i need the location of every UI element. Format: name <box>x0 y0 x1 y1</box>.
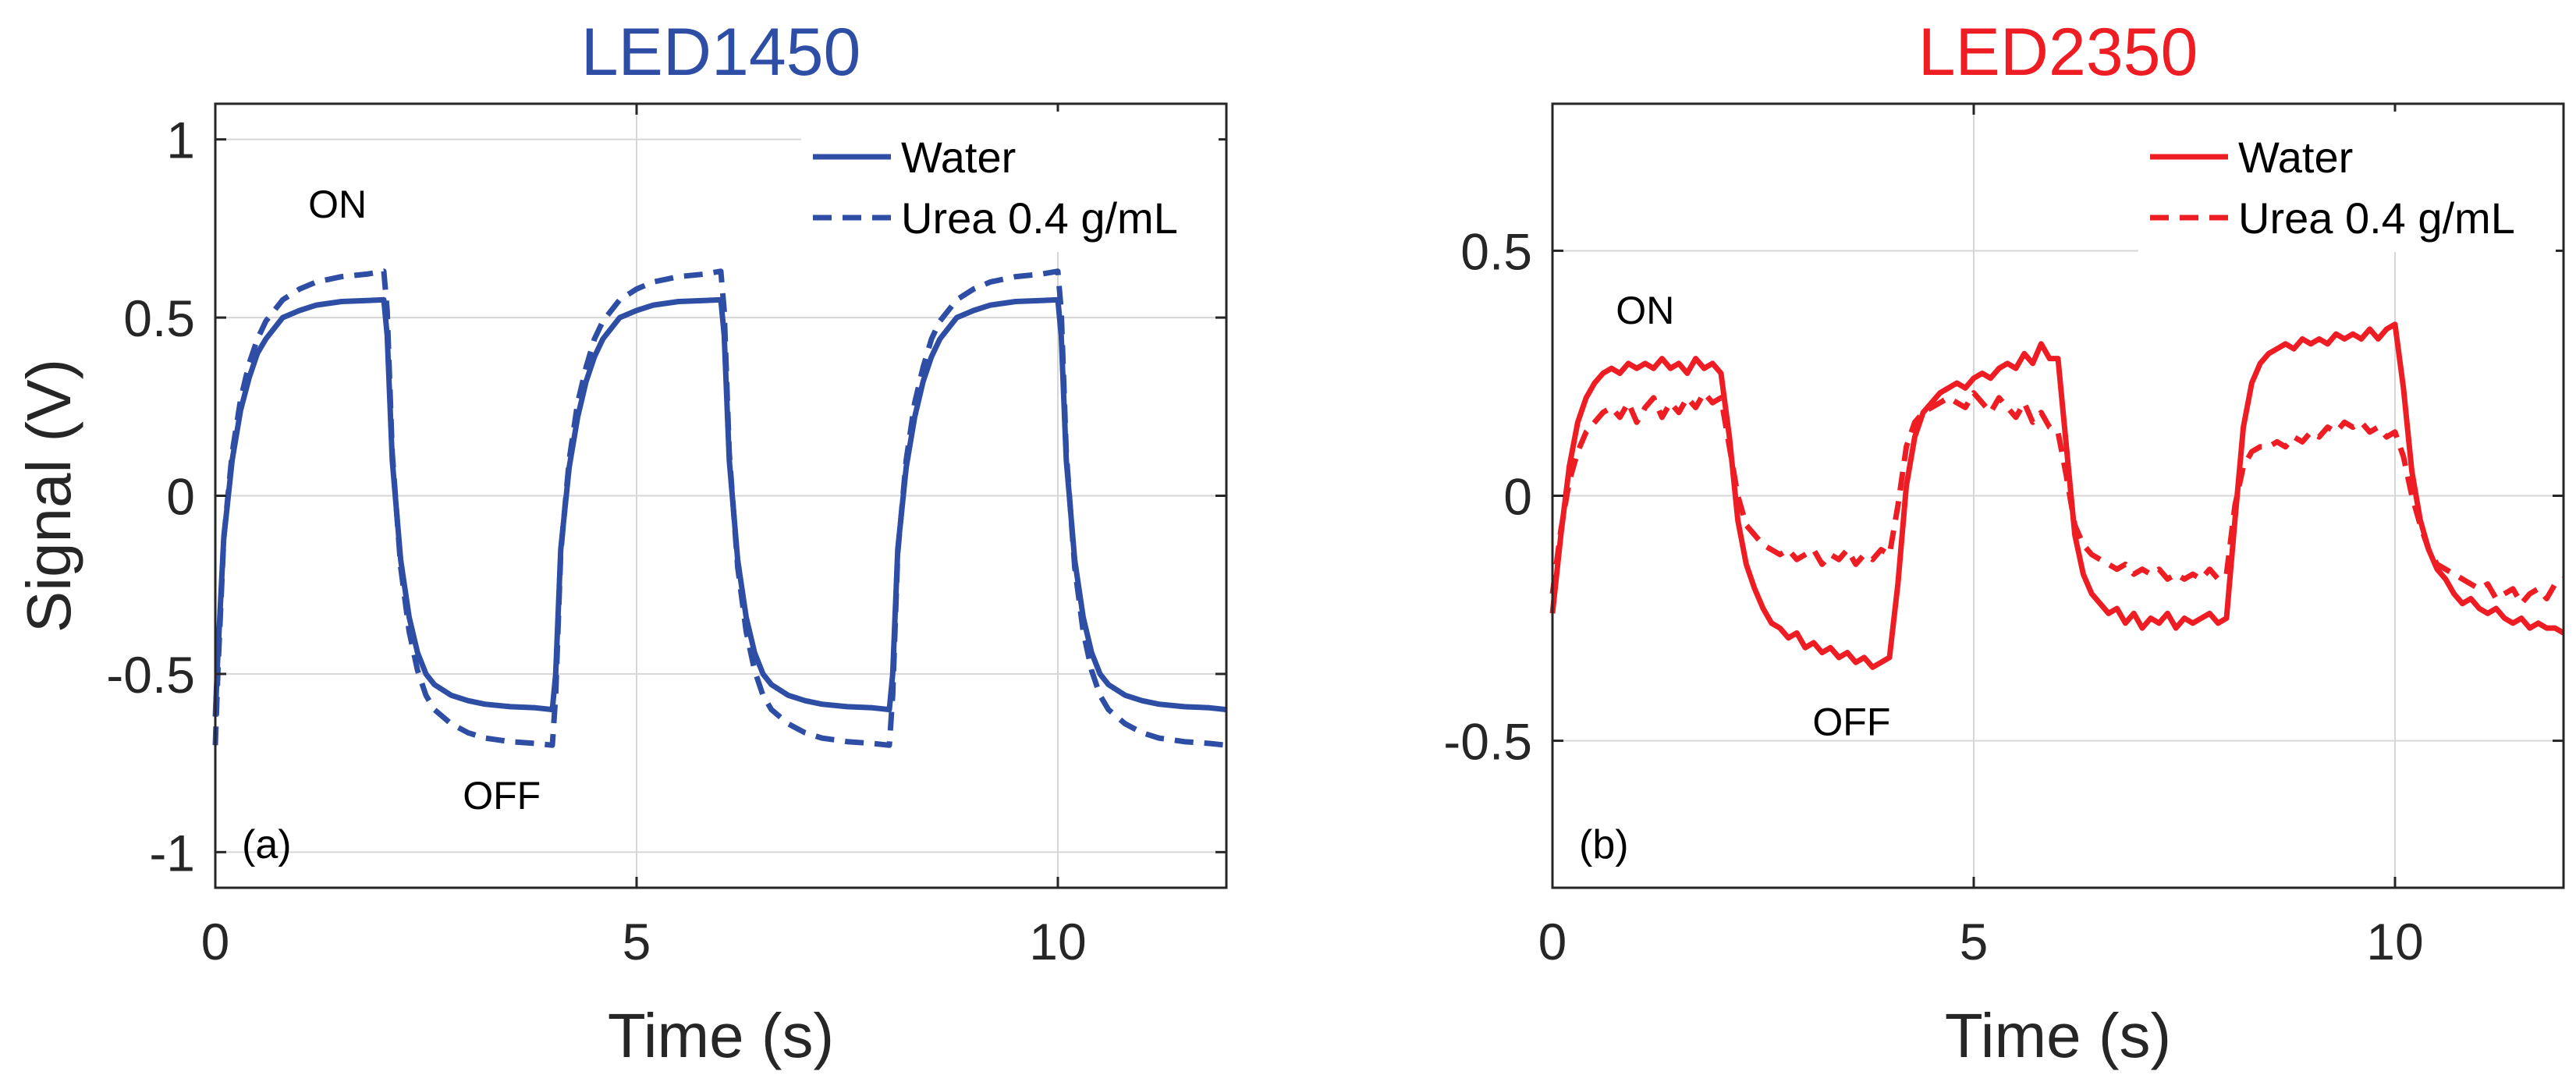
x-tick-label: 0 <box>1538 913 1567 970</box>
y-tick-label: 1 <box>166 112 195 169</box>
legend-label-water: Water <box>2238 133 2353 182</box>
panel-a: 0 5 10 -1 -0.5 0 0.5 1 Time (s) Signal (V) (a) ON OF… <box>14 102 1228 1070</box>
annotation-off: OFF <box>1812 700 1890 743</box>
panel-label: (b) <box>1579 822 1629 867</box>
annotation-on: ON <box>308 183 367 226</box>
series-line-water <box>1549 321 2565 670</box>
annotation-off: OFF <box>463 774 541 818</box>
x-tick-label: 10 <box>2366 913 2423 970</box>
y-tick-label: -0.5 <box>1443 713 1532 771</box>
x-tick-label: 5 <box>623 913 651 970</box>
x-tick-label: 0 <box>201 913 230 970</box>
panel-label: (a) <box>242 822 292 867</box>
chart-title-led2350: LED2350 <box>1918 15 2198 90</box>
annotation-on: ON <box>1616 289 1674 332</box>
y-tick-label: 0.5 <box>123 289 195 347</box>
legend-label-urea: Urea 0.4 g/mL <box>2238 193 2515 243</box>
legend-label-urea: Urea 0.4 g/mL <box>901 193 1178 243</box>
series-line-urea <box>1549 390 2565 607</box>
y-tick-label: 0.5 <box>1460 222 1532 280</box>
panel-b: 0 5 10 -0.5 0 0.5 Time (s) (b) ON OFF Water Urea 0.… <box>1443 102 2565 1070</box>
legend-box <box>801 112 1219 252</box>
y-tick-label: 0 <box>1503 468 1532 526</box>
y-tick-label: 0 <box>166 468 195 526</box>
x-axis-label: Time (s) <box>1945 1001 2171 1070</box>
x-axis-label: Time (s) <box>608 1001 834 1070</box>
y-tick-label: -1 <box>149 824 195 882</box>
legend-label-water: Water <box>901 133 1016 182</box>
x-tick-label: 5 <box>1960 913 1989 970</box>
chart-title-led1450: LED1450 <box>580 15 861 90</box>
y-axis-label: Signal (V) <box>14 359 83 633</box>
legend-box <box>2138 112 2556 252</box>
series-line-urea <box>212 268 1227 748</box>
x-tick-label: 10 <box>1029 913 1086 970</box>
y-tick-label: -0.5 <box>106 646 195 704</box>
